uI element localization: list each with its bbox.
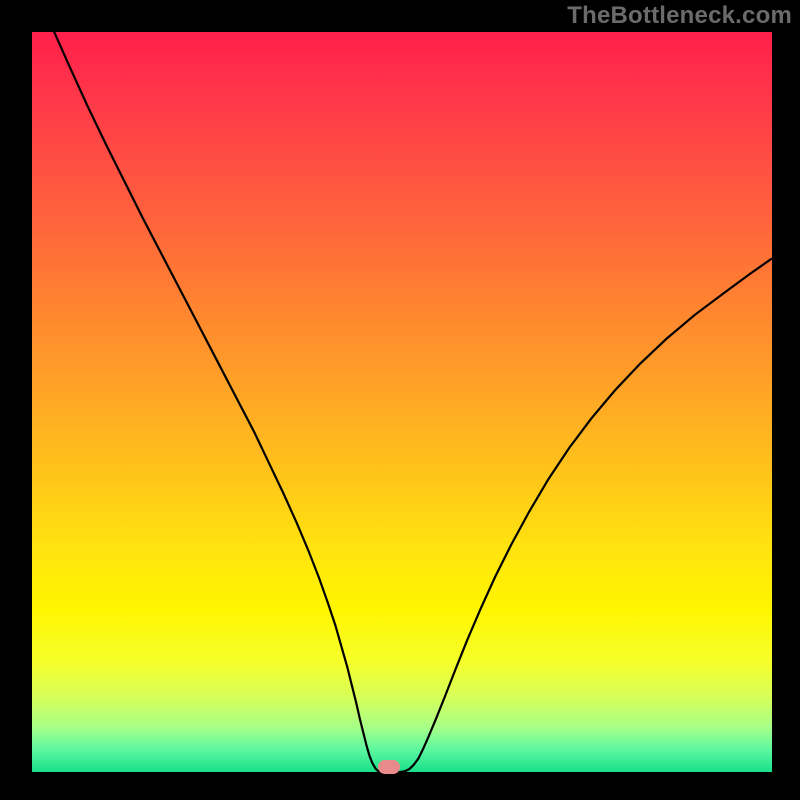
chart-stage: TheBottleneck.com [0, 0, 800, 800]
watermark-text: TheBottleneck.com [567, 2, 792, 30]
plot-area [32, 32, 772, 772]
gradient-background [32, 32, 772, 772]
